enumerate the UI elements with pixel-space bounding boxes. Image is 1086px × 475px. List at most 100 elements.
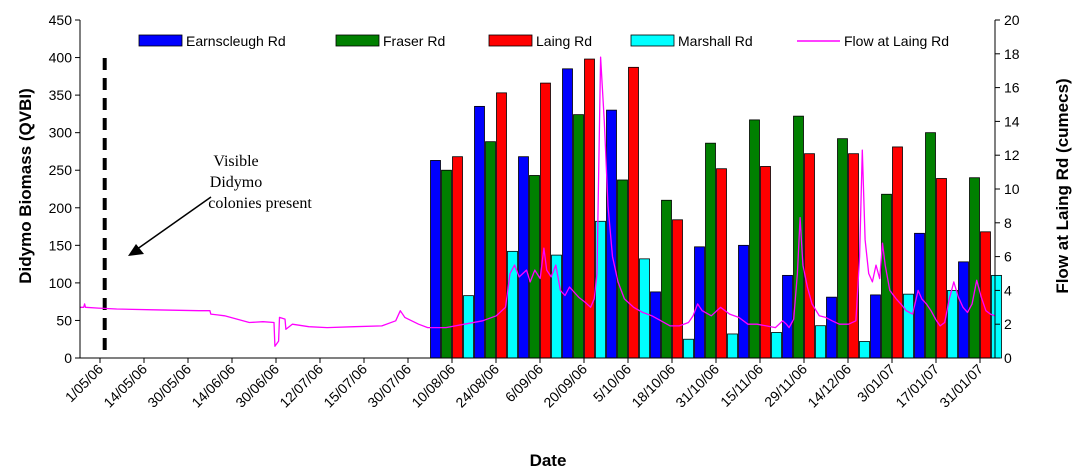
y-axis-title: Didymo Biomass (QVBI) bbox=[16, 88, 35, 284]
annotation-line-1: Visible bbox=[213, 153, 258, 170]
bar-marshall-rd-7 bbox=[727, 333, 738, 359]
annotation-line-3: colonies present bbox=[208, 195, 312, 212]
legend-label-fraser-rd: Fraser Rd bbox=[383, 33, 445, 49]
y-tick-label: 100 bbox=[49, 275, 73, 291]
legend-label-laing-rd: Laing Rd bbox=[536, 33, 592, 49]
bar-fraser-rd-4 bbox=[573, 114, 584, 359]
y2-tick-label: 18 bbox=[1004, 46, 1020, 62]
x-tick-label: 12/07/06 bbox=[276, 361, 326, 411]
bar-marshall-rd-5 bbox=[639, 258, 650, 359]
legend-label-marshall-rd: Marshall Rd bbox=[678, 33, 753, 49]
y-tick-label: 50 bbox=[56, 312, 72, 328]
x-tick-label: 6/09/06 bbox=[502, 361, 546, 405]
x-tick-label: 14/06/06 bbox=[188, 361, 238, 411]
bar-earnscleugh-rd-8 bbox=[738, 244, 749, 359]
bar-marshall-rd-8 bbox=[771, 332, 782, 359]
x-tick-label: 31/10/06 bbox=[672, 361, 722, 411]
bar-laing-rd-13 bbox=[980, 231, 991, 359]
bar-earnscleugh-rd-12 bbox=[914, 232, 925, 359]
bar-fraser-rd-13 bbox=[969, 177, 980, 359]
bar-marshall-rd-1 bbox=[463, 295, 474, 359]
x-axis-ticks: 1/05/0614/05/0630/05/0614/06/0630/06/061… bbox=[62, 358, 986, 411]
y-tick-label: 150 bbox=[49, 237, 73, 253]
bar-laing-rd-2 bbox=[496, 92, 507, 359]
bar-earnscleugh-rd-9 bbox=[782, 274, 793, 359]
bar-earnscleugh-rd-1 bbox=[430, 160, 441, 359]
y-tick-label: 0 bbox=[64, 350, 72, 366]
bar-earnscleugh-rd-5 bbox=[606, 109, 617, 359]
legend-label-earnscleugh-rd: Earnscleugh Rd bbox=[186, 33, 286, 49]
x-tick-label: 20/09/06 bbox=[540, 361, 590, 411]
bar-laing-rd-8 bbox=[760, 166, 771, 359]
x-tick-label: 15/11/06 bbox=[717, 361, 766, 410]
bar-laing-rd-10 bbox=[848, 153, 859, 359]
bar-fraser-rd-8 bbox=[749, 119, 760, 359]
bar-earnscleugh-rd-13 bbox=[958, 261, 969, 359]
y2-axis-title: Flow at Laing Rd (cumecs) bbox=[1053, 78, 1072, 293]
y2-tick-label: 2 bbox=[1004, 316, 1012, 332]
legend-label-flow-at-laing-rd: Flow at Laing Rd bbox=[844, 33, 949, 49]
bar-marshall-rd-9 bbox=[815, 325, 826, 359]
bar-fraser-rd-6 bbox=[661, 199, 672, 359]
x-tick-label: 17/01/07 bbox=[892, 361, 942, 411]
y2-tick-label: 6 bbox=[1004, 249, 1012, 265]
bar-earnscleugh-rd-4 bbox=[562, 68, 573, 359]
bar-laing-rd-4 bbox=[584, 58, 595, 359]
y-tick-label: 200 bbox=[49, 200, 73, 216]
bar-fraser-rd-10 bbox=[837, 138, 848, 359]
legend-swatch-earnscleugh-rd bbox=[138, 34, 183, 47]
legend-swatch-fraser-rd bbox=[335, 34, 380, 47]
bar-laing-rd-6 bbox=[672, 219, 683, 359]
bar-marshall-rd-6 bbox=[683, 338, 694, 359]
annotation: Visible Didymo colonies present bbox=[128, 153, 312, 256]
y2-tick-label: 8 bbox=[1004, 215, 1012, 231]
x-tick-label: 29/11/06 bbox=[761, 361, 810, 410]
y2-tick-label: 14 bbox=[1004, 113, 1020, 129]
flow-line bbox=[80, 56, 996, 347]
x-tick-label: 5/10/06 bbox=[590, 361, 634, 405]
bar-marshall-rd-13 bbox=[991, 274, 1002, 359]
bar-laing-rd-5 bbox=[628, 66, 639, 359]
bar-fraser-rd-5 bbox=[617, 179, 628, 359]
legend-swatch-marshall-rd bbox=[630, 34, 675, 47]
x-tick-label: 10/08/06 bbox=[408, 361, 458, 411]
bar-laing-rd-7 bbox=[716, 168, 727, 359]
y2-tick-label: 0 bbox=[1004, 350, 1012, 366]
bars bbox=[430, 58, 1002, 359]
bar-fraser-rd-3 bbox=[529, 175, 540, 359]
x-tick-label: 18/10/06 bbox=[628, 361, 678, 411]
x-tick-label: 30/05/06 bbox=[144, 361, 194, 411]
y-tick-label: 350 bbox=[49, 87, 73, 103]
bar-earnscleugh-rd-3 bbox=[518, 156, 529, 359]
y2-tick-label: 20 bbox=[1004, 12, 1020, 28]
y2-tick-label: 4 bbox=[1004, 282, 1012, 298]
x-tick-label: 3/01/07 bbox=[854, 361, 898, 405]
annotation-arrow-head bbox=[128, 244, 144, 256]
bar-earnscleugh-rd-7 bbox=[694, 246, 705, 359]
y-tick-label: 300 bbox=[49, 125, 73, 141]
x-tick-label: 15/07/06 bbox=[320, 361, 370, 411]
y2-tick-label: 12 bbox=[1004, 147, 1020, 163]
bar-fraser-rd-12 bbox=[925, 132, 936, 359]
y2-tick-label: 10 bbox=[1004, 181, 1020, 197]
bar-fraser-rd-7 bbox=[705, 142, 716, 359]
x-axis-title: Date bbox=[530, 451, 567, 470]
x-tick-label: 30/06/06 bbox=[232, 361, 282, 411]
bar-earnscleugh-rd-11 bbox=[870, 294, 881, 359]
bar-earnscleugh-rd-6 bbox=[650, 291, 661, 359]
bar-laing-rd-1 bbox=[452, 156, 463, 359]
legend-swatch-laing-rd bbox=[488, 34, 533, 47]
left-axis-ticks: 0 50 100 150 200 250 300 350 400 450 bbox=[49, 12, 80, 366]
right-axis-ticks: 0 2 4 6 8 10 12 14 16 18 20 bbox=[995, 12, 1020, 366]
annotation-line-2: Didymo bbox=[210, 174, 262, 191]
x-tick-label: 30/07/06 bbox=[364, 361, 414, 411]
bar-laing-rd-3 bbox=[540, 82, 551, 359]
bar-laing-rd-12 bbox=[936, 178, 947, 359]
y2-tick-label: 16 bbox=[1004, 80, 1020, 96]
bar-laing-rd-11 bbox=[892, 146, 903, 359]
bar-earnscleugh-rd-10 bbox=[826, 296, 837, 359]
y-tick-label: 250 bbox=[49, 162, 73, 178]
x-tick-label: 1/05/06 bbox=[62, 361, 106, 405]
legend: Earnscleugh Rd Fraser Rd Laing Rd Marshall … bbox=[138, 33, 949, 49]
